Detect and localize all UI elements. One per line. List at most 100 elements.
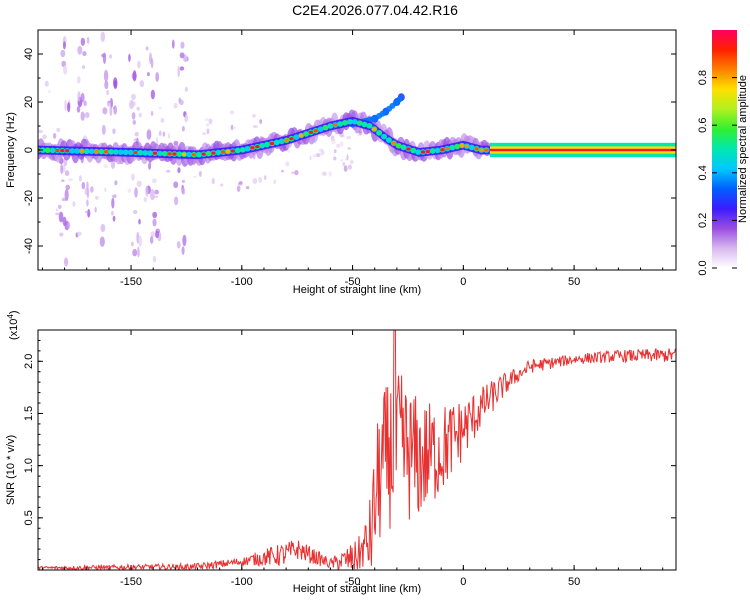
spectrogram-speckle <box>86 187 90 199</box>
spectrogram-ridge-core <box>273 139 280 146</box>
spectrogram-speckle <box>181 187 186 195</box>
spectrogram-speckle <box>84 210 89 214</box>
spectrogram-speckle <box>179 66 185 71</box>
spectrogram-ridge-core <box>400 144 407 151</box>
spectrogram-speckle <box>83 100 87 107</box>
spectrogram-speckle <box>162 131 166 137</box>
spectrogram-speckle <box>184 86 189 92</box>
spectrogram-speckle <box>177 167 181 174</box>
spectrogram-speckle <box>80 111 85 121</box>
spectrogram-speckle <box>150 188 155 201</box>
spectrogram-ridge-peak <box>65 149 70 153</box>
spectrogram-ridge-peak <box>152 151 158 155</box>
spectrogram-speckle <box>349 159 354 165</box>
spectrogram-speckle <box>348 164 352 170</box>
spectrogram-speckle <box>131 112 136 120</box>
colorbar-tick-label: 0.6 <box>697 118 709 133</box>
spectrogram-speckle <box>287 148 291 153</box>
spectrogram-ridge-peak <box>464 144 470 148</box>
spectrogram-speckle <box>253 125 258 128</box>
spectrogram-speckle <box>347 147 352 150</box>
spectrogram-speckle <box>152 218 157 227</box>
x-tick-label: -150 <box>120 276 142 288</box>
spectrogram-speckle <box>80 37 86 46</box>
spectrogram-speckle <box>139 80 145 88</box>
spectrogram-ridge-peak <box>55 148 60 153</box>
spectrogram-speckle <box>171 39 175 49</box>
spectrogram-speckle <box>340 141 344 147</box>
spectrogram-ridge-core <box>468 144 475 151</box>
spectrogram-speckle <box>167 133 170 139</box>
y-tick-label: 1.5 <box>23 406 35 421</box>
spectrogram-ridge-core <box>215 149 222 156</box>
y-tick-label: 0.5 <box>23 510 35 525</box>
spectrogram-speckle <box>127 188 131 193</box>
spectrogram-speckle <box>76 106 81 113</box>
spectrogram-secondary-blob <box>396 96 403 103</box>
spectrogram-speckle <box>110 159 116 169</box>
spectrogram-speckle <box>145 186 149 197</box>
colorbar <box>712 30 737 268</box>
spectrogram-speckle <box>150 58 154 69</box>
spectrogram-speckle <box>155 230 160 239</box>
spectrogram-speckle <box>230 124 234 131</box>
spectrogram-speckle <box>99 236 105 247</box>
spectrogram-speckle <box>333 149 337 154</box>
spectrogram-ridge-core <box>385 137 392 143</box>
x-tick-label: 50 <box>568 276 580 288</box>
spectrogram-speckle <box>206 128 210 135</box>
spectrogram-speckle <box>158 130 162 137</box>
spectrogram-ridge-core <box>69 148 76 154</box>
spectrogram-ridge-peak <box>60 149 65 153</box>
spectrogram-speckle <box>184 114 189 123</box>
spectrogram-speckle <box>130 241 134 247</box>
spectrogram-speckle <box>111 197 115 209</box>
spectrogram-ridge-peak <box>133 150 138 155</box>
spectrogram-speckle <box>114 180 118 186</box>
colorbar-tick-label: 0.4 <box>697 165 709 180</box>
spectrogram-ridge-core <box>156 150 163 157</box>
spectrogram-speckle <box>112 128 116 135</box>
spectrogram-speckle <box>285 161 290 167</box>
spectrogram-speckle <box>181 246 185 255</box>
spectrogram-speckle <box>63 65 68 75</box>
spectrogram-speckle <box>64 99 67 112</box>
spectrogram-ridge-peak <box>459 143 465 148</box>
spectrogram-speckle <box>104 80 109 90</box>
spectrogram-speckle <box>128 53 131 62</box>
spectrogram-speckle <box>57 204 62 209</box>
spectrogram-speckle <box>143 197 148 203</box>
spectrogram-speckle <box>152 211 158 219</box>
spectrogram-ridge-core <box>351 119 358 125</box>
spectrogram-speckle <box>309 155 312 161</box>
spectrogram-speckle <box>315 153 321 158</box>
spectrogram-speckle <box>343 165 348 172</box>
spectrogram-speckle <box>336 143 341 148</box>
spectrogram-speckle <box>131 101 136 107</box>
colorbar-tick-label: 0.2 <box>697 213 709 228</box>
spectrogram-x-axis-label: Height of straight line (km) <box>293 284 421 296</box>
spectrogram-ridge-core <box>112 149 119 155</box>
spectrogram-ridge-core <box>205 150 212 157</box>
spectrogram-steady-band-core <box>489 148 676 152</box>
y-tick-label: 20 <box>23 96 35 108</box>
spectrogram-speckle <box>237 182 243 186</box>
spectrogram-ridge-peak <box>191 153 197 157</box>
spectrogram-field <box>38 31 676 267</box>
spectrogram-speckle <box>110 210 114 216</box>
spectrogram-ridge-peak <box>333 123 338 127</box>
spectrogram-speckle <box>78 175 82 182</box>
spectrogram-ridge-core <box>429 148 436 154</box>
spectrogram-ridge-core <box>361 121 368 128</box>
spectrogram-speckle <box>100 31 106 42</box>
spectrogram-speckle <box>152 178 157 184</box>
spectrogram-speckle <box>208 118 213 125</box>
spectrogram-ridge-core <box>83 148 90 155</box>
spectrogram-ridge-peak <box>104 150 109 154</box>
spectrogram-speckle <box>58 211 64 223</box>
colorbar-tick-label: 0.0 <box>697 260 709 275</box>
spectrogram-speckle <box>146 129 152 140</box>
spectrogram-speckle <box>150 231 156 238</box>
spectrogram-speckle <box>154 189 159 195</box>
